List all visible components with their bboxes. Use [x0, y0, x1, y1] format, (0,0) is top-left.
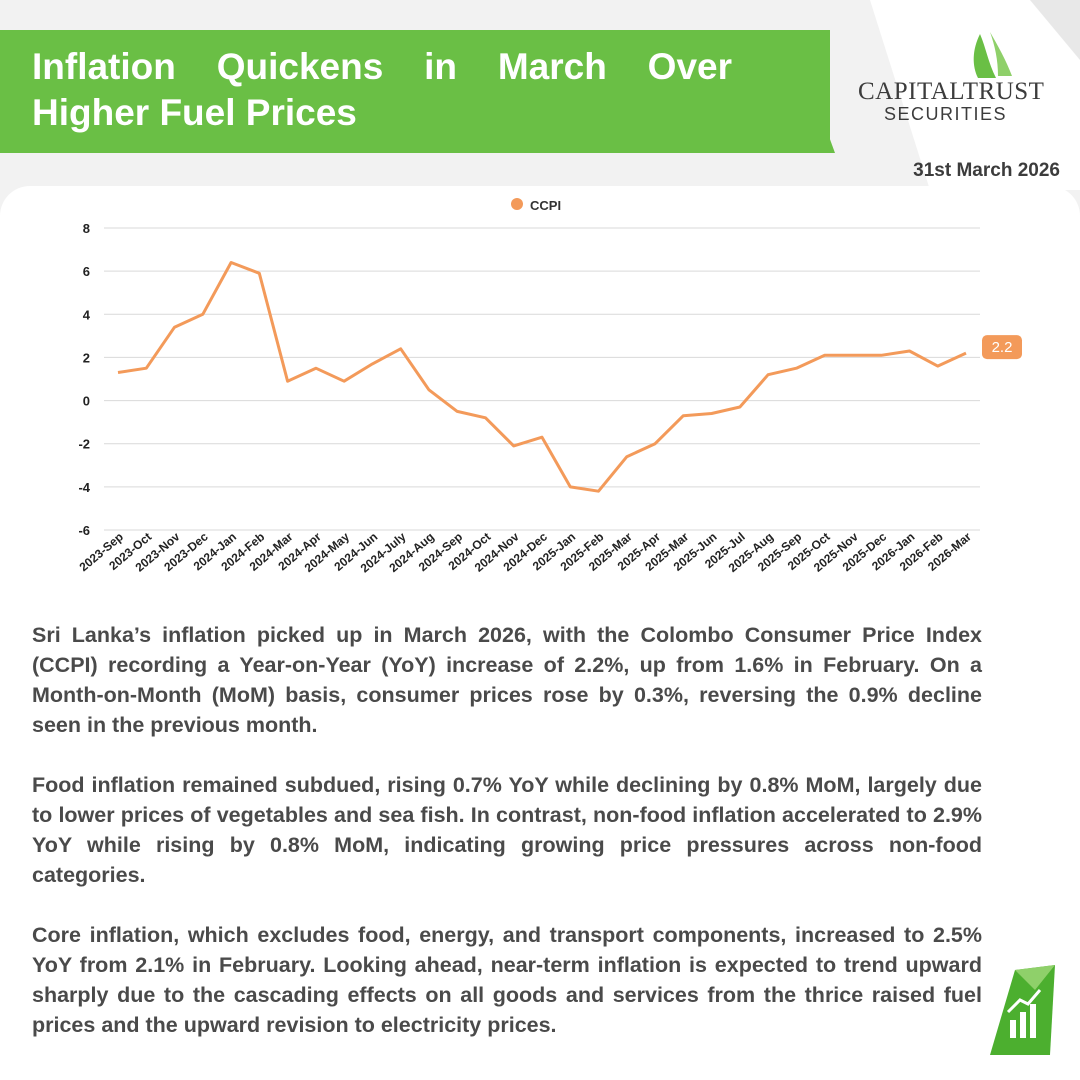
y-tick-label: -6 [78, 523, 90, 538]
paragraph-3: Core inflation, which excludes food, ene… [32, 923, 982, 1037]
ccpi-line-chart: -6 -4 -2 0 2 4 6 8 2023-Sep2023-Oct2023-Nov2023… [77, 198, 1022, 575]
report-date: 31st March 2026 [913, 160, 1060, 181]
y-tick-label: 8 [83, 221, 90, 236]
corner-decoration [870, 0, 1080, 190]
y-tick-label: 6 [83, 264, 90, 279]
y-tick-label: 2 [83, 350, 90, 365]
y-tick-label: -2 [78, 437, 90, 452]
header-band [0, 30, 830, 153]
logo-name: CAPITALTRUST [858, 78, 1045, 105]
content-card [0, 186, 1080, 1080]
sail-logo-icon [973, 32, 1012, 78]
article-body: Sri Lanka’s inflation picked up in March… [32, 620, 982, 1070]
end-data-label: 2.2 [982, 335, 1022, 360]
paragraph-1: Sri Lanka’s inflation picked up in March… [32, 623, 982, 737]
series-line-ccpi [117, 261, 967, 493]
logo-subtitle: SECURITIES [884, 104, 1008, 124]
grid-lines [104, 227, 980, 531]
header-band-edge [780, 30, 835, 153]
company-logo: CAPITALTRUST SECURITIES [850, 30, 1044, 130]
y-tick-label: -4 [78, 480, 90, 495]
y-tick-label: 4 [83, 307, 91, 322]
y-tick-label: 0 [83, 394, 90, 409]
end-label-text: 2.2 [992, 339, 1013, 356]
paragraph-2: Food inflation remained subdued, rising … [32, 773, 982, 887]
growth-chart-icon [990, 965, 1055, 1055]
page-title: Inflation Quickens in March Over Higher … [32, 46, 732, 133]
legend: CCPI [511, 198, 561, 213]
legend-label: CCPI [530, 198, 561, 213]
x-axis-ticks: 2023-Sep2023-Oct2023-Nov2023-Dec2024-Jan… [77, 529, 975, 575]
y-axis-ticks: -6 -4 -2 0 2 4 6 8 [78, 221, 90, 538]
end-label-box [982, 335, 1022, 360]
legend-marker [511, 198, 523, 210]
